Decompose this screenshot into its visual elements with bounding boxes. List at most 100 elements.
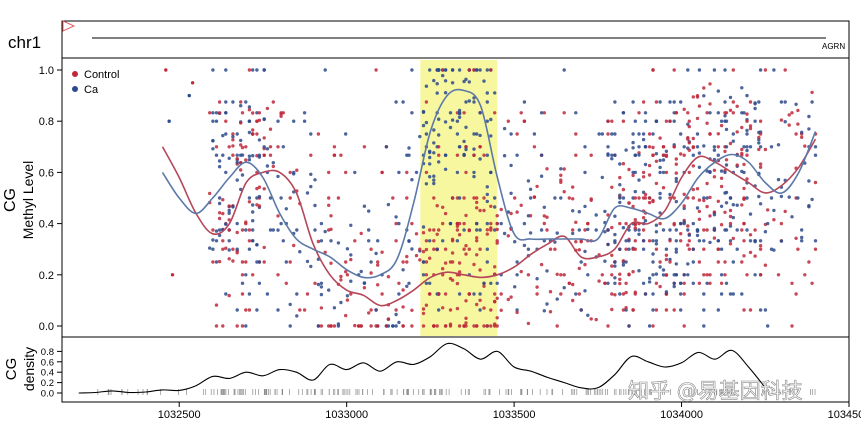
ca-point [316, 282, 321, 287]
control-point [740, 147, 744, 152]
ca-point [637, 145, 641, 149]
ca-point [682, 220, 686, 224]
control-point [637, 111, 641, 115]
ca-point [235, 308, 239, 312]
ca-point [731, 132, 735, 136]
control-point [437, 228, 441, 232]
control-point [506, 297, 510, 302]
ca-point [414, 170, 419, 175]
ca-point [586, 313, 590, 317]
ca-point [641, 137, 646, 142]
ca-point [362, 281, 367, 285]
control-point [672, 145, 676, 149]
ca-point [674, 273, 678, 277]
control-point [495, 239, 499, 243]
control-point [526, 321, 531, 326]
control-point [731, 236, 735, 241]
control-point [719, 281, 724, 285]
ca-point [336, 322, 341, 326]
control-point [265, 106, 270, 111]
ca-point [284, 260, 288, 264]
control-point [240, 111, 245, 115]
control-point [672, 308, 676, 312]
ca-point [255, 260, 259, 264]
control-point [450, 278, 455, 282]
x-tick-label: 1034000 [660, 409, 703, 421]
control-point [723, 260, 727, 264]
control-point [728, 221, 733, 226]
ca-point [332, 306, 337, 310]
ca-point [472, 100, 476, 104]
ca-point [410, 111, 414, 115]
ca-point [353, 170, 357, 175]
control-point [766, 208, 770, 212]
control-point [691, 136, 695, 141]
ca-point [457, 196, 462, 200]
control-point [478, 268, 482, 272]
ca-point [499, 221, 503, 226]
control-point [437, 145, 441, 149]
control-point [674, 171, 678, 175]
control-point [687, 170, 691, 175]
control-point [610, 225, 614, 230]
control-point [472, 153, 476, 157]
control-point [251, 128, 255, 132]
control-point [369, 271, 373, 275]
control-point [457, 233, 462, 237]
ca-point [467, 99, 471, 103]
ca-point [613, 232, 617, 237]
control-point [748, 233, 753, 237]
ca-point [421, 273, 426, 277]
control-point [489, 204, 493, 208]
control-point [803, 273, 807, 277]
ca-point [745, 128, 749, 133]
ca-point [613, 276, 617, 280]
ca-point [748, 212, 753, 216]
control-point [772, 218, 776, 222]
control-point [435, 204, 439, 208]
ca-point [407, 239, 411, 243]
ca-point [224, 111, 228, 115]
control-point [432, 196, 436, 200]
ca-point [606, 145, 610, 149]
ca-point [418, 134, 422, 139]
ca-point [397, 292, 401, 296]
control-point [748, 126, 753, 131]
control-point [810, 90, 814, 95]
ca-point [244, 228, 248, 232]
control-point [376, 263, 380, 267]
control-point [695, 94, 700, 98]
ca-point [239, 104, 243, 108]
ca-point [603, 209, 607, 214]
control-point [455, 224, 460, 228]
ca-point [583, 170, 587, 175]
control-point [457, 324, 462, 328]
control-point [495, 227, 499, 232]
control-point [221, 211, 225, 216]
control-point [405, 170, 409, 175]
ca-point [724, 201, 729, 205]
ca-point [319, 239, 324, 243]
control-point [231, 259, 235, 263]
ca-point [526, 247, 531, 251]
ca-point [462, 79, 466, 84]
control-point [758, 132, 763, 136]
control-point [539, 262, 544, 267]
ca-point [450, 81, 455, 85]
ca-point [633, 119, 637, 123]
ca-point [716, 153, 720, 157]
ca-point [757, 194, 761, 199]
control-point [506, 119, 510, 123]
density-ylabel-density: density [21, 347, 37, 391]
ca-point [472, 292, 476, 296]
ca-point [695, 206, 700, 210]
control-point [281, 111, 285, 115]
ca-point [472, 170, 476, 175]
control-point [664, 273, 669, 277]
control-point [239, 168, 243, 172]
control-point [495, 296, 499, 300]
ca-point [421, 123, 426, 128]
ca-point [559, 196, 563, 200]
control-point [695, 116, 700, 121]
control-point [697, 198, 702, 202]
